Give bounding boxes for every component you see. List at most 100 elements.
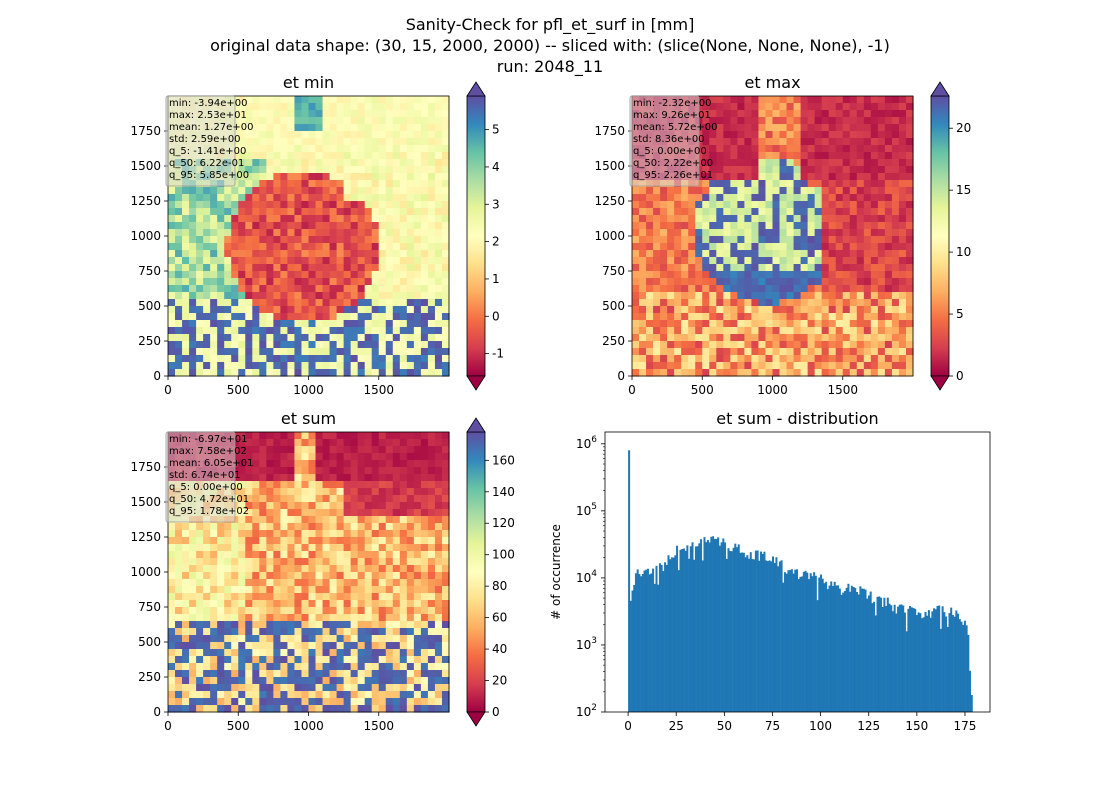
heatmap-cell xyxy=(364,481,373,489)
heatmap-cell xyxy=(182,222,190,230)
heatmap-cell xyxy=(294,166,303,174)
heatmap-cell xyxy=(807,152,816,160)
heatmap-cell xyxy=(343,614,352,622)
heatmap-cell xyxy=(203,614,211,622)
heatmap-cell xyxy=(835,180,844,188)
heatmap-cell xyxy=(413,292,422,300)
heatmap-cell xyxy=(308,628,317,636)
heatmap-cell xyxy=(245,684,253,692)
heatmap-cell xyxy=(287,439,296,447)
heatmap-cell xyxy=(639,208,647,216)
heatmap-cell xyxy=(856,236,865,244)
heatmap-cell xyxy=(835,362,844,370)
heatmap-cell xyxy=(821,103,830,111)
heatmap-cell xyxy=(434,124,443,132)
heatmap-cell xyxy=(231,341,239,349)
heatmap-cell xyxy=(280,166,289,174)
heatmap-cell xyxy=(877,166,886,174)
heatmap-cell xyxy=(660,306,668,314)
heatmap-cell xyxy=(357,222,366,230)
heatmap-cell xyxy=(252,565,260,573)
heatmap-cell xyxy=(399,285,408,293)
heatmap-cell xyxy=(420,698,429,706)
heatmap-cell xyxy=(765,236,774,244)
heatmap-cell xyxy=(238,481,246,489)
heatmap-cell xyxy=(322,481,331,489)
heatmap-cell xyxy=(238,656,246,664)
heatmap-cell xyxy=(856,243,865,251)
heatmap-cell xyxy=(427,152,436,160)
heatmap-cell xyxy=(259,306,267,314)
heatmap-cell xyxy=(329,250,338,258)
heatmap-cell xyxy=(301,152,310,160)
heatmap-cell xyxy=(371,467,380,475)
heatmap-cell xyxy=(252,467,260,475)
heatmap-cell xyxy=(371,222,380,230)
heatmap-cell xyxy=(371,600,380,608)
heatmap-cell xyxy=(231,229,239,237)
heatmap-cell xyxy=(308,705,317,713)
heatmap-cell xyxy=(189,334,197,342)
heatmap-cell xyxy=(639,250,647,258)
heatmap-cell xyxy=(294,341,303,349)
heatmap-cell xyxy=(399,635,408,643)
heatmap-cell xyxy=(294,656,303,664)
heatmap-cell xyxy=(210,656,218,664)
heatmap-cell xyxy=(280,670,289,678)
heatmap-cell xyxy=(434,656,443,664)
heatmap-cell xyxy=(315,523,324,531)
y-tick-label: 1750 xyxy=(130,124,161,138)
heatmap-cell xyxy=(441,502,450,510)
heatmap-cell xyxy=(842,180,851,188)
heatmap-cell xyxy=(273,215,282,223)
heatmap-cell xyxy=(413,355,422,363)
heatmap-cell xyxy=(336,593,345,601)
heatmap-cell xyxy=(364,453,373,461)
heatmap-cell xyxy=(259,544,267,552)
heatmap-cell xyxy=(378,222,387,230)
stats-line: q_95: 5.85e+00 xyxy=(169,170,249,181)
heatmap-cell xyxy=(245,117,253,125)
heatmap-cell xyxy=(175,649,183,657)
heatmap-cell xyxy=(751,250,760,258)
heatmap-cell xyxy=(385,334,394,342)
heatmap-cell xyxy=(378,250,387,258)
heatmap-cell xyxy=(371,509,380,517)
colorbar-tick-label: 40 xyxy=(492,642,507,656)
heatmap-cell xyxy=(870,103,879,111)
heatmap-cell xyxy=(420,292,429,300)
heatmap-cell xyxy=(350,453,359,461)
heatmap-cell xyxy=(660,313,668,321)
heatmap-cell xyxy=(905,278,914,286)
heatmap-cell xyxy=(828,355,837,363)
heatmap-cell xyxy=(287,467,296,475)
heatmap-cell xyxy=(378,292,387,300)
heatmap-cell xyxy=(392,131,401,139)
y-tick-label: 1000 xyxy=(130,229,161,243)
heatmap-cell xyxy=(800,131,809,139)
heatmap-cell xyxy=(779,285,788,293)
heatmap-cell xyxy=(329,691,338,699)
heatmap-cell xyxy=(336,677,345,685)
heatmap-cell xyxy=(308,698,317,706)
heatmap-cell xyxy=(420,432,429,440)
heatmap-cell xyxy=(315,103,324,111)
heatmap-cell xyxy=(280,481,289,489)
heatmap-cell xyxy=(653,362,661,370)
heatmap-cell xyxy=(273,208,282,216)
heatmap-cell xyxy=(371,131,380,139)
heatmap-cell xyxy=(730,264,738,272)
heatmap-cell xyxy=(406,138,415,146)
heatmap-cell xyxy=(385,628,394,636)
stats-line: q_5: 0.00e+00 xyxy=(633,146,707,157)
heatmap-cell xyxy=(280,369,289,377)
heatmap-cell xyxy=(371,614,380,622)
heatmap-cell xyxy=(420,607,429,615)
heatmap-cell xyxy=(329,229,338,237)
heatmap-cell xyxy=(905,145,914,153)
heatmap-cell xyxy=(315,635,324,643)
heatmap-cell xyxy=(779,341,788,349)
heatmap-cell xyxy=(322,124,331,132)
heatmap-cell xyxy=(357,579,366,587)
heatmap-cell xyxy=(287,285,296,293)
